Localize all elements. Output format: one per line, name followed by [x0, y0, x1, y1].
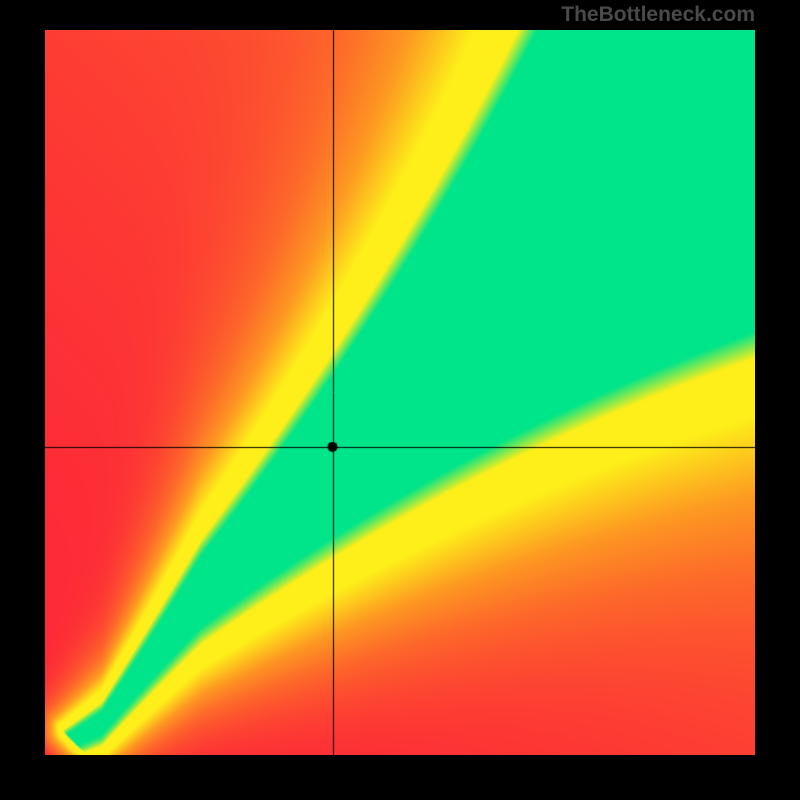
bottleneck-heatmap — [45, 30, 755, 755]
attribution-text: TheBottleneck.com — [561, 3, 755, 27]
chart-container: TheBottleneck.com — [0, 0, 800, 800]
